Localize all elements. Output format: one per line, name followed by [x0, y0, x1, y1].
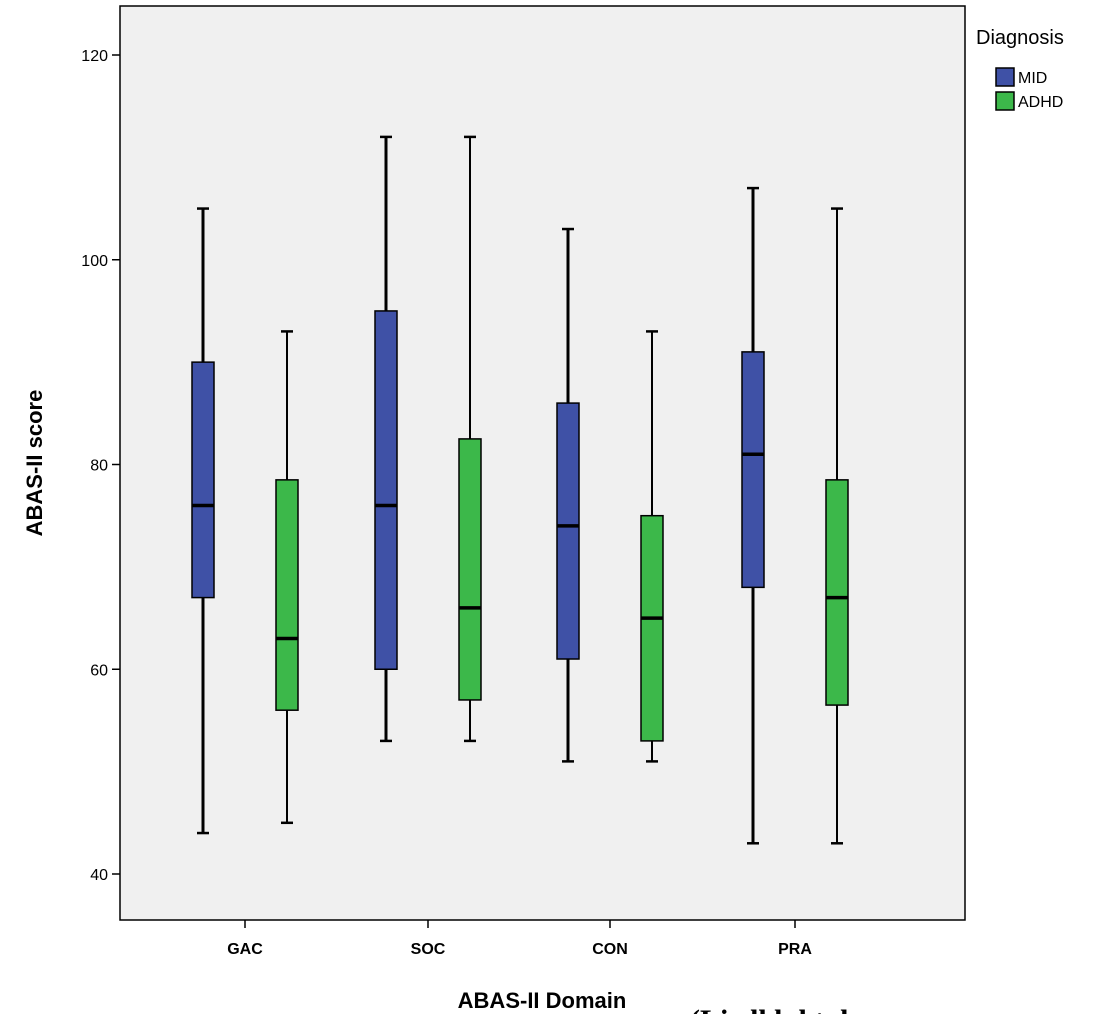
box-iqr — [458, 438, 482, 701]
box-iqr — [741, 351, 765, 589]
box-iqr — [374, 310, 398, 670]
x-tick-label: SOC — [411, 941, 446, 958]
y-tick-label: 100 — [81, 253, 108, 270]
box-iqr — [556, 402, 580, 660]
y-tick-label: 80 — [90, 458, 108, 475]
y-tick-label: 120 — [81, 48, 108, 65]
caption-text: (Liedl l d t d c — [690, 1004, 869, 1014]
box-iqr — [825, 479, 849, 706]
box-adhd-gac — [275, 330, 299, 825]
x-tick-label: CON — [592, 941, 628, 958]
y-tick-label: 40 — [90, 867, 108, 884]
box-adhd-pra — [825, 207, 849, 845]
legend: Diagnosis MID ADHD — [976, 27, 1064, 111]
box-adhd-con — [640, 330, 664, 763]
y-axis-title: ABAS-II score — [22, 390, 47, 537]
plot-area — [119, 5, 966, 921]
box-iqr — [191, 361, 215, 599]
box-adhd-soc — [458, 135, 482, 743]
x-tick-label: PRA — [778, 941, 812, 958]
legend-label-adhd: ADHD — [1018, 94, 1063, 111]
box-mid-con — [556, 227, 580, 763]
box-mid-pra — [741, 186, 765, 845]
box-mid-gac — [191, 207, 215, 835]
box-mid-soc — [374, 135, 398, 743]
legend-title: Diagnosis — [976, 27, 1064, 49]
legend-swatch-adhd — [995, 91, 1015, 111]
x-axis: GAC SOC CON PRA — [227, 920, 812, 958]
x-axis-title: ABAS-II Domain — [458, 988, 627, 1013]
box-iqr — [275, 479, 299, 711]
x-tick-label: GAC — [227, 941, 263, 958]
y-tick-label: 60 — [90, 662, 108, 679]
legend-label-mid: MID — [1018, 70, 1047, 87]
y-axis: 40 60 80 100 120 — [81, 48, 120, 884]
legend-swatch-mid — [995, 67, 1015, 87]
box-iqr — [640, 514, 664, 742]
boxes-group — [191, 135, 849, 845]
